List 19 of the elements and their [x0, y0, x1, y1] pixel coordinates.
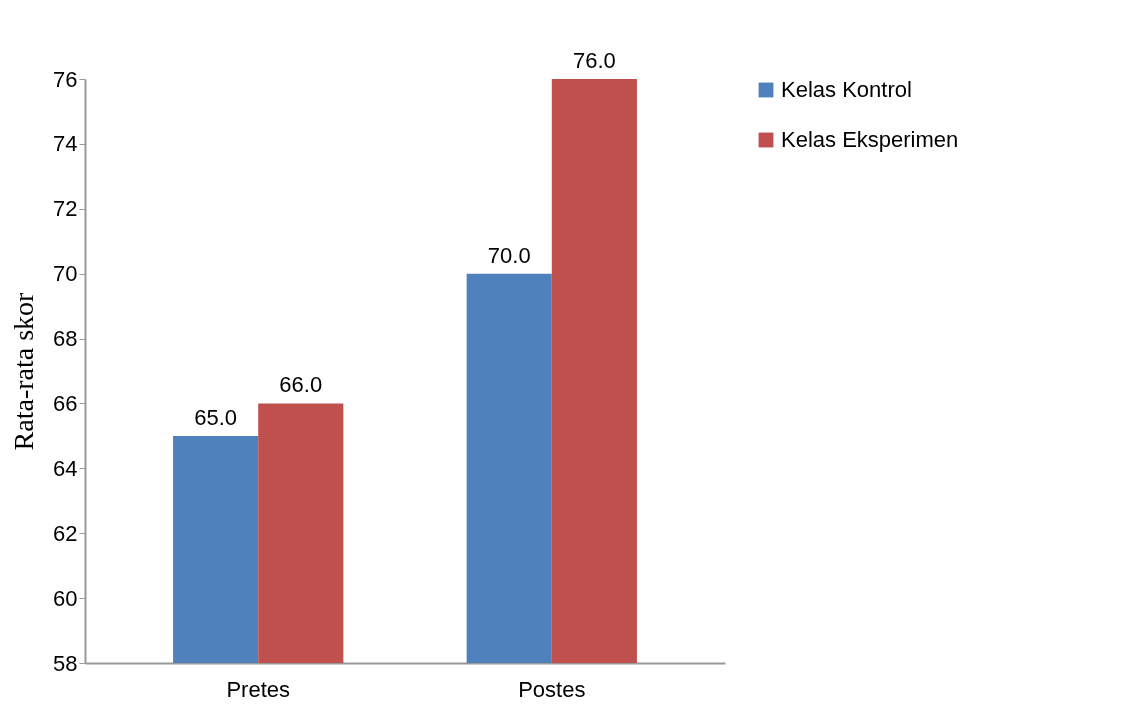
y-tick-label: 68 — [53, 326, 78, 352]
data-label: 65.0 — [194, 404, 238, 430]
data-label: 66.0 — [279, 372, 323, 398]
y-tick-label: 60 — [53, 585, 78, 611]
legend-label: Kelas Kontrol — [781, 77, 912, 102]
data-label: 76.0 — [572, 48, 616, 73]
data-label: 70.0 — [487, 242, 531, 268]
y-tick-label: 74 — [53, 131, 78, 157]
y-tick-label: 72 — [53, 196, 78, 222]
y-tick-label: 70 — [53, 261, 78, 287]
y-tick-label: 64 — [53, 455, 78, 481]
y-tick-label: 76 — [53, 66, 78, 92]
x-tick-label: Postes — [518, 676, 586, 702]
y-tick-label: 62 — [53, 520, 78, 546]
x-tick-label: Pretes — [226, 676, 291, 702]
y-axis-title: Rata-rata skor — [8, 291, 40, 451]
y-tick-label: 58 — [53, 650, 78, 676]
y-tick-label: 66 — [53, 390, 78, 416]
legend-label: Kelas Eksperimen — [781, 127, 959, 152]
